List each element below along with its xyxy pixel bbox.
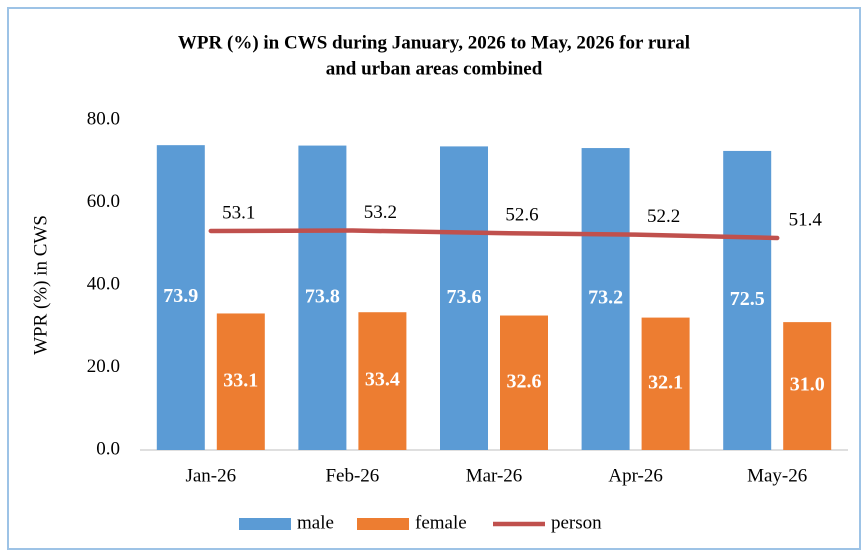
bar: [156, 145, 205, 450]
line: [208, 228, 780, 241]
chart-title: and urban areas combined: [326, 58, 543, 79]
legend-label: female: [415, 512, 467, 533]
x-tick-label: May-26: [747, 465, 807, 486]
bar: [440, 146, 488, 450]
data-label: 73.6: [447, 286, 482, 308]
data-label: 53.2: [364, 202, 397, 223]
y-tick-label: 80.0: [87, 108, 120, 129]
data-label: 33.4: [365, 369, 400, 391]
chart-title: WPR (%) in CWS during January, 2026 to M…: [178, 32, 690, 53]
x-tick-label: Jan-26: [185, 465, 236, 486]
data-label: 51.4: [789, 209, 823, 230]
data-label: 52.6: [505, 204, 538, 225]
y-tick-label: 20.0: [87, 356, 120, 377]
y-tick-label: 60.0: [87, 191, 120, 212]
bar: [723, 150, 772, 450]
bar: [500, 315, 548, 450]
x-tick-label: Feb-26: [325, 465, 379, 486]
data-label: 32.1: [648, 371, 683, 393]
data-label: 73.2: [588, 287, 623, 309]
legend-swatch: [357, 518, 409, 530]
bar: [783, 322, 832, 450]
chart-frame: [7, 7, 861, 550]
legend-label: person: [551, 512, 602, 533]
x-tick-label: Mar-26: [466, 465, 523, 486]
legend-swatch: [239, 518, 291, 530]
y-tick-label: 40.0: [87, 273, 120, 294]
bar: [216, 313, 265, 450]
data-label: 52.2: [647, 206, 680, 227]
bar: [358, 312, 407, 450]
bar: [581, 148, 630, 451]
y-axis-label: WPR (%) in CWS: [30, 215, 51, 355]
data-label: 72.5: [730, 288, 765, 310]
data-label: 31.0: [790, 374, 825, 396]
bar: [298, 145, 347, 450]
data-label: 73.8: [305, 285, 340, 307]
legend-label: male: [297, 512, 334, 533]
data-label: 73.9: [163, 285, 198, 307]
bar: [641, 317, 690, 450]
data-label: 33.1: [223, 369, 258, 391]
y-tick-label: 0.0: [96, 438, 120, 459]
x-tick-label: Apr-26: [608, 465, 663, 486]
data-label: 32.6: [507, 370, 542, 392]
data-label: 53.1: [222, 202, 255, 223]
